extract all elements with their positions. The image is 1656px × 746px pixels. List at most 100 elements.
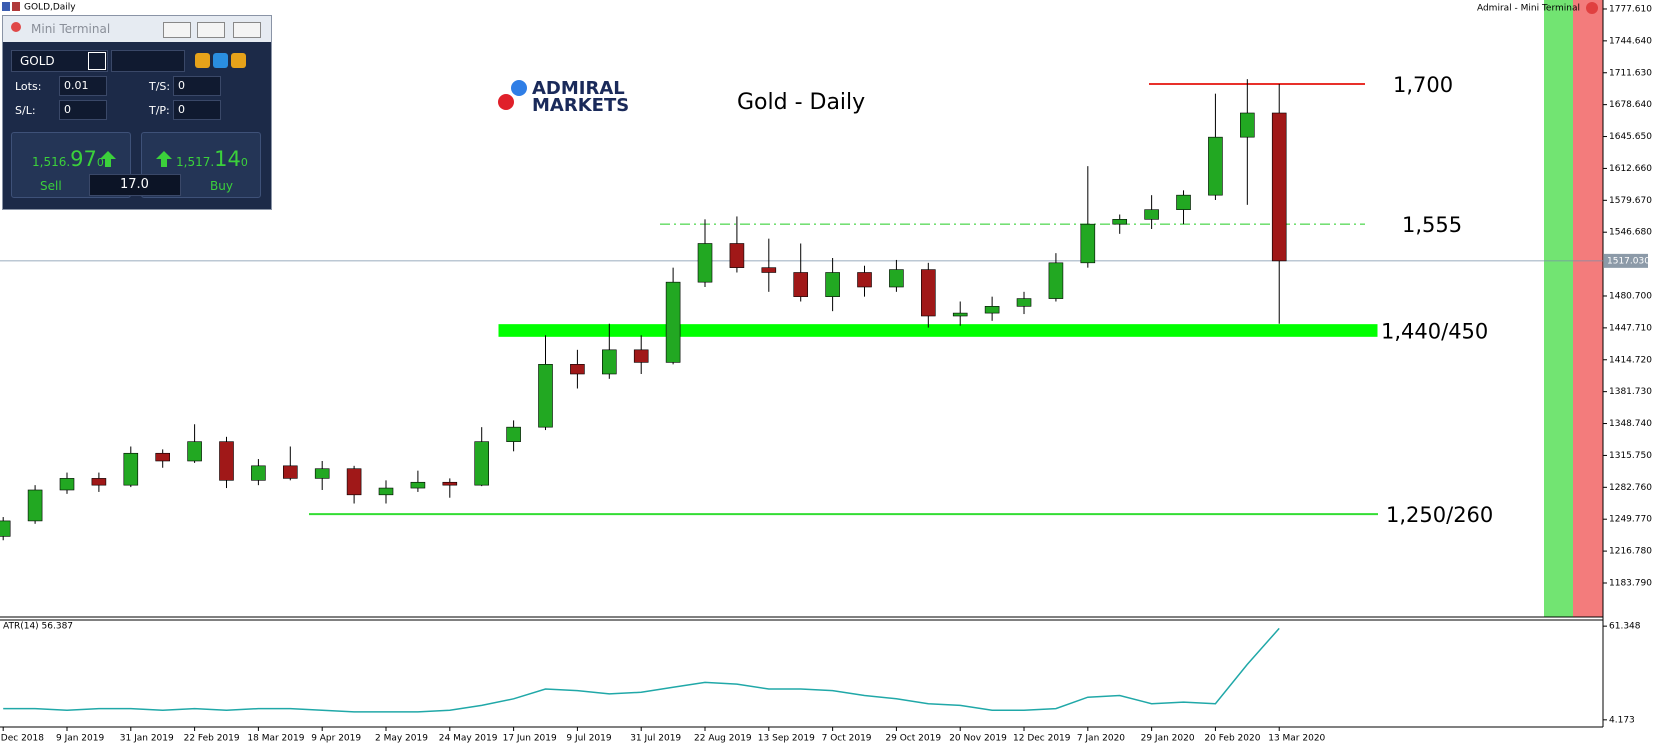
up-arrow: [100, 151, 116, 167]
indicator-title: ATR(14) 56.387: [3, 622, 73, 632]
field-value: 0: [178, 79, 185, 92]
logo-text: ADMIRAL: [532, 78, 625, 99]
mini-terminal: Mini Terminal GOLD Lots: 0.01 T/S: 0 S/L…: [2, 15, 272, 210]
green-column: [1544, 0, 1573, 617]
x-tick-label: 22 Feb 2019: [184, 734, 240, 744]
candle-body: [729, 243, 745, 268]
window-title: GOLD,Daily: [24, 3, 76, 13]
symbol: GOLD: [20, 54, 55, 68]
x-tick-label: 7 Jan 2020: [1077, 734, 1125, 744]
candle-body: [410, 481, 426, 489]
candle-body: [633, 349, 649, 363]
field-label: T/S:: [149, 80, 171, 93]
spread: 17.0: [120, 177, 149, 192]
candle-body: [474, 441, 490, 486]
x-tick-label: 9 Jan 2019: [56, 734, 104, 744]
y-tick-label: 1645.650: [1609, 132, 1652, 142]
field-value: 0.01: [64, 79, 89, 92]
minimize-button[interactable]: [163, 22, 191, 38]
x-tick-label: 18 Mar 2019: [247, 734, 304, 744]
terminal-title: Mini Terminal: [31, 22, 111, 36]
tool-icon[interactable]: [231, 53, 246, 68]
y-tick-label: 1711.630: [1609, 68, 1652, 78]
candle-body: [889, 269, 904, 288]
red-column: [1573, 0, 1603, 617]
terminal-icon[interactable]: [1586, 2, 1598, 14]
logo-text: MARKETS: [532, 95, 629, 116]
maximize-button[interactable]: [197, 22, 225, 38]
x-tick-label: 17 Jun 2019: [503, 734, 557, 744]
symbol-select[interactable]: GOLD: [11, 50, 108, 72]
terminal-icon: [11, 22, 21, 32]
current-price-label: 1517.030: [1607, 256, 1650, 266]
terminal-label: Admiral - Mini Terminal: [1477, 4, 1580, 14]
candle-body: [761, 267, 777, 273]
x-tick-label: 31 Jul 2019: [630, 734, 681, 744]
x-tick-label: 24 May 2019: [439, 734, 498, 744]
candle-body: [0, 520, 11, 537]
tool-icon[interactable]: [213, 53, 228, 68]
support-zone: [498, 324, 1378, 337]
ts-input[interactable]: 0: [173, 76, 221, 96]
lots-input[interactable]: 0.01: [59, 76, 107, 96]
y-tick-label: 61.348: [1609, 622, 1641, 632]
x-tick-label: 13 Mar 2020: [1268, 734, 1325, 744]
x-tick-label: 13 Sep 2019: [758, 734, 815, 744]
candle-body: [1176, 194, 1191, 210]
y-tick-label: 1678.640: [1609, 100, 1652, 110]
level-label: 1,250/260: [1386, 503, 1493, 527]
candle-body: [570, 364, 585, 375]
up-arrow: [156, 151, 172, 167]
y-tick-label: 1381.730: [1609, 387, 1652, 397]
candle-body: [665, 281, 681, 363]
candle-body: [282, 465, 298, 479]
y-tick-label: 1579.670: [1609, 196, 1652, 206]
y-tick-label: 1282.760: [1609, 483, 1652, 493]
candle-body: [59, 478, 75, 491]
x-tick-label: 29 Jan 2020: [1141, 734, 1195, 744]
field-label: Lots:: [15, 80, 42, 93]
tool-icon[interactable]: [195, 53, 210, 68]
candle-body: [251, 465, 266, 481]
price-lead: 1,516.: [32, 155, 71, 169]
candle-body: [825, 272, 840, 297]
x-tick-label: 9 Jul 2019: [566, 734, 611, 744]
current-price-box: [1604, 253, 1648, 268]
title-bar: Mini Terminal: [3, 16, 271, 42]
chart-title: Gold - Daily: [737, 90, 865, 115]
candle-body: [602, 349, 617, 375]
candle-body: [952, 312, 968, 317]
x-tick-label: 22 Aug 2019: [694, 734, 752, 744]
x-tick-label: 9 Apr 2019: [311, 734, 361, 744]
tp-input[interactable]: 0: [173, 100, 221, 120]
level-label: 1,440/450: [1381, 319, 1488, 343]
sell-label: Sell: [40, 179, 62, 193]
field-label: S/L:: [15, 104, 36, 117]
candle-body: [1016, 298, 1032, 307]
price-tail: 0: [96, 156, 104, 169]
field-value: 0: [178, 103, 185, 116]
candle-body: [1144, 209, 1159, 220]
y-tick-label: 1447.710: [1609, 323, 1652, 333]
x-tick-label: 12 Dec 2019: [1013, 734, 1071, 744]
close-button[interactable]: [233, 22, 261, 38]
spread-box: 17.0: [89, 174, 181, 196]
y-tick-label: 1183.790: [1609, 578, 1652, 588]
y-tick-label: 1249.770: [1609, 515, 1652, 525]
sl-input[interactable]: 0: [59, 100, 107, 120]
candle-body: [921, 269, 936, 317]
y-tick-label: 1777.610: [1609, 4, 1652, 14]
candle-body: [1112, 219, 1128, 225]
sell-button[interactable]: 1,516.970 Sell: [11, 132, 131, 198]
candle-body: [219, 441, 234, 481]
atr-line: [3, 627, 1280, 713]
window-icon: [12, 2, 20, 11]
level-label: 1,555: [1402, 213, 1462, 237]
search-box[interactable]: [111, 50, 185, 72]
x-tick-label: 7 Oct 2019: [822, 734, 872, 744]
price-tail: 0: [240, 156, 248, 169]
candle-body: [155, 452, 170, 462]
candle-body: [378, 487, 394, 496]
y-tick-label: 1546.680: [1609, 228, 1652, 238]
